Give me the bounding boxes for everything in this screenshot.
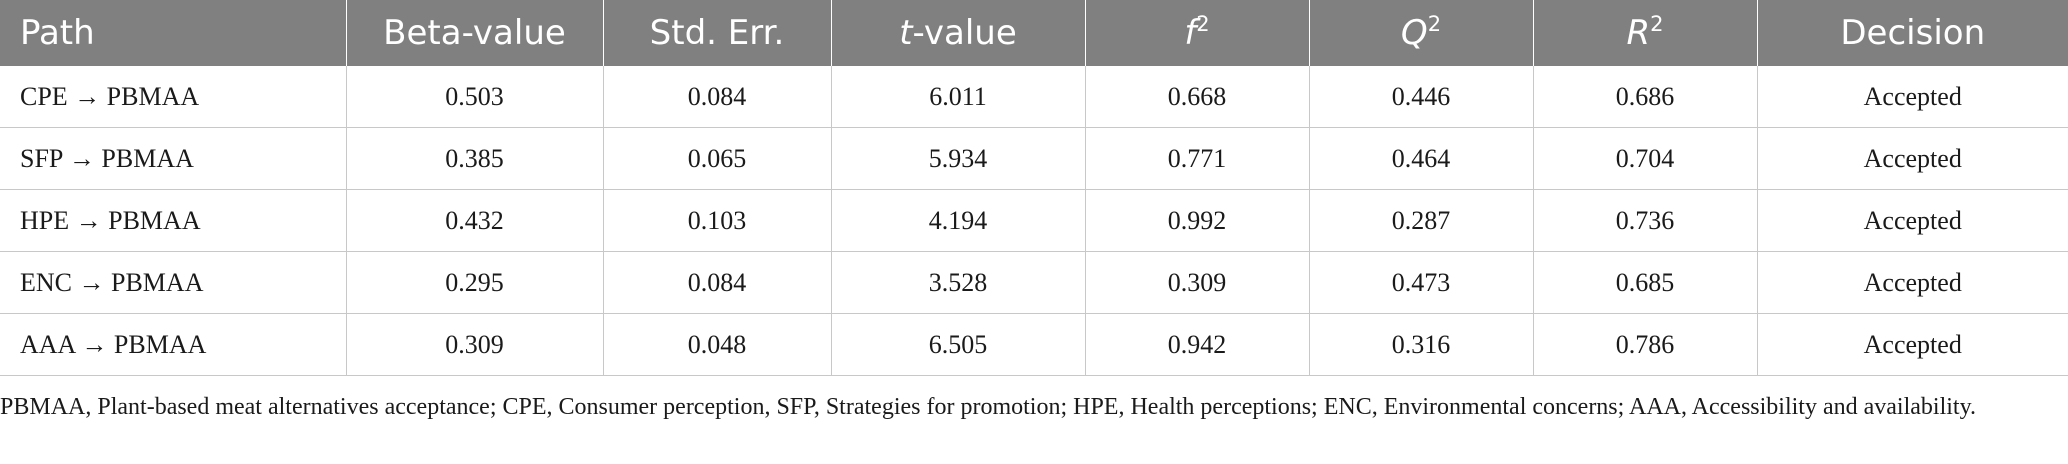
header-path: Path	[0, 0, 347, 66]
header-std-err: Std. Err.	[603, 0, 832, 66]
table-row: ENC → PBMAA 0.295 0.084 3.528 0.309 0.47…	[0, 251, 2068, 314]
cell-std-err: 0.065	[603, 127, 832, 190]
header-row: Path Beta-value Std. Err. t-value f2 Q2 …	[0, 0, 2068, 66]
cell-beta: 0.503	[346, 66, 604, 128]
cell-r2: 0.736	[1533, 189, 1758, 252]
cell-r2: 0.786	[1533, 313, 1758, 376]
header-q-sup: 2	[1427, 12, 1442, 36]
cell-t-value: 4.194	[831, 189, 1086, 252]
header-decision: Decision	[1757, 0, 2068, 66]
cell-decision: Accepted	[1757, 313, 2068, 376]
header-q2: Q2	[1309, 0, 1534, 66]
cell-r2: 0.704	[1533, 127, 1758, 190]
table-header: Path Beta-value Std. Err. t-value f2 Q2 …	[0, 0, 2068, 66]
table-row: AAA → PBMAA 0.309 0.048 6.505 0.942 0.31…	[0, 313, 2068, 376]
cell-path: SFP → PBMAA	[0, 127, 347, 190]
cell-beta: 0.385	[346, 127, 604, 190]
cell-t-value: 3.528	[831, 251, 1086, 314]
header-f-base: f	[1184, 13, 1197, 53]
cell-std-err: 0.084	[603, 66, 832, 128]
results-table-container: Path Beta-value Std. Err. t-value f2 Q2 …	[0, 0, 2068, 376]
header-t-rest: -value	[912, 13, 1017, 53]
cell-beta: 0.309	[346, 313, 604, 376]
header-f2: f2	[1085, 0, 1310, 66]
cell-beta: 0.295	[346, 251, 604, 314]
cell-f2: 0.668	[1085, 66, 1310, 128]
cell-q2: 0.287	[1309, 189, 1534, 252]
cell-q2: 0.464	[1309, 127, 1534, 190]
header-f-sup: 2	[1196, 12, 1210, 36]
cell-f2: 0.992	[1085, 189, 1310, 252]
cell-r2: 0.686	[1533, 66, 1758, 128]
cell-std-err: 0.048	[603, 313, 832, 376]
cell-q2: 0.473	[1309, 251, 1534, 314]
cell-path: AAA → PBMAA	[0, 313, 347, 376]
cell-f2: 0.771	[1085, 127, 1310, 190]
cell-t-value: 6.011	[831, 66, 1086, 128]
cell-decision: Accepted	[1757, 127, 2068, 190]
header-r2: R2	[1533, 0, 1758, 66]
cell-std-err: 0.084	[603, 251, 832, 314]
table-row: SFP → PBMAA 0.385 0.065 5.934 0.771 0.46…	[0, 127, 2068, 190]
cell-std-err: 0.103	[603, 189, 832, 252]
cell-r2: 0.685	[1533, 251, 1758, 314]
cell-path: HPE → PBMAA	[0, 189, 347, 252]
cell-f2: 0.309	[1085, 251, 1310, 314]
cell-beta: 0.432	[346, 189, 604, 252]
cell-q2: 0.316	[1309, 313, 1534, 376]
cell-t-value: 5.934	[831, 127, 1086, 190]
header-q-base: Q	[1400, 13, 1428, 53]
header-beta-value: Beta-value	[346, 0, 604, 66]
header-t-italic: t	[899, 13, 913, 53]
header-r-base: R	[1626, 13, 1651, 53]
cell-q2: 0.446	[1309, 66, 1534, 128]
cell-path: CPE → PBMAA	[0, 66, 347, 128]
cell-t-value: 6.505	[831, 313, 1086, 376]
path-results-table: Path Beta-value Std. Err. t-value f2 Q2 …	[0, 0, 2068, 376]
cell-decision: Accepted	[1757, 66, 2068, 128]
table-row: HPE → PBMAA 0.432 0.103 4.194 0.992 0.28…	[0, 189, 2068, 252]
table-footnote: PBMAA, Plant-based meat alternatives acc…	[0, 394, 1977, 420]
table-body: CPE → PBMAA 0.503 0.084 6.011 0.668 0.44…	[0, 66, 2068, 376]
table-row: CPE → PBMAA 0.503 0.084 6.011 0.668 0.44…	[0, 66, 2068, 128]
header-t-value: t-value	[831, 0, 1086, 66]
cell-decision: Accepted	[1757, 189, 2068, 252]
cell-f2: 0.942	[1085, 313, 1310, 376]
cell-decision: Accepted	[1757, 251, 2068, 314]
header-r-sup: 2	[1650, 12, 1664, 36]
cell-path: ENC → PBMAA	[0, 251, 347, 314]
